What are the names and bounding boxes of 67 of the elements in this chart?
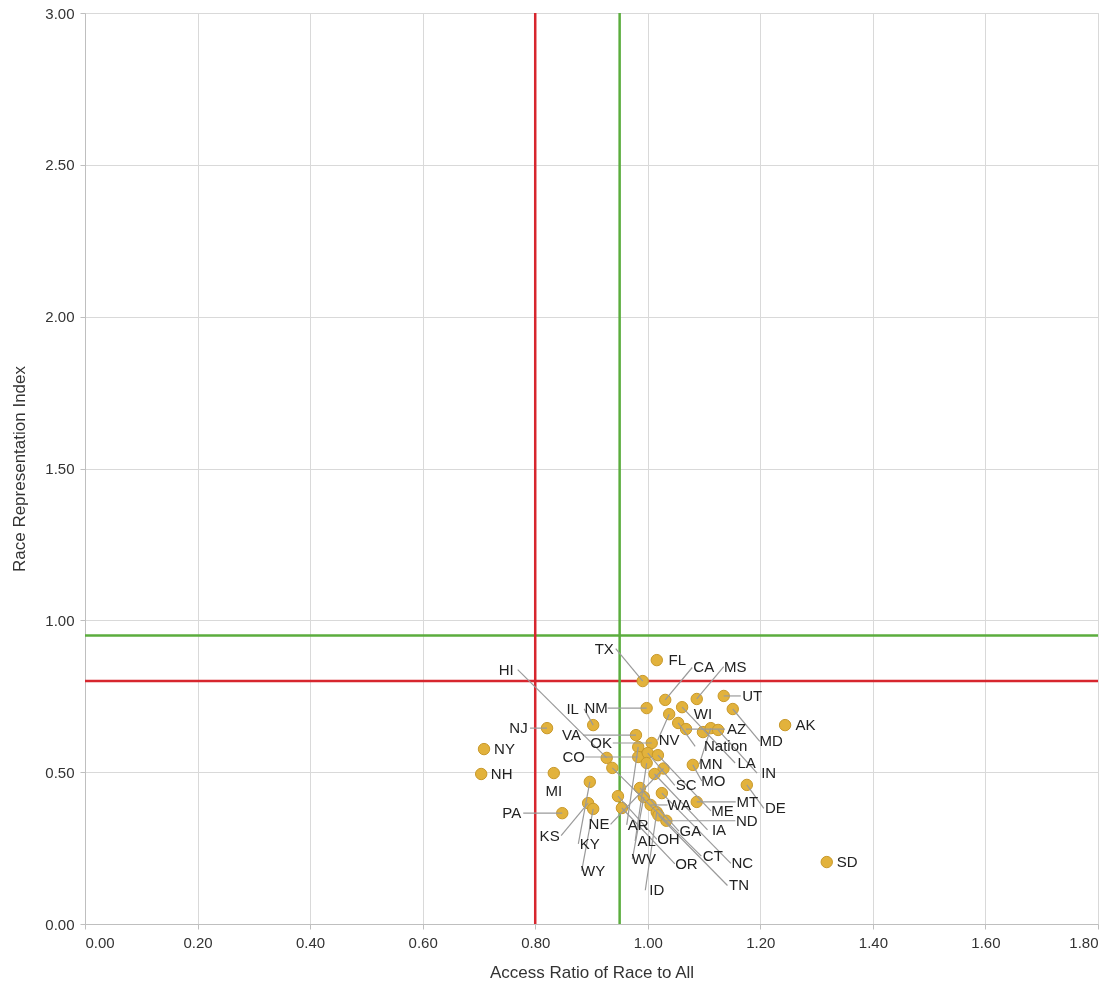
annotation: MO	[701, 772, 726, 790]
annotation: AK	[795, 716, 816, 734]
annotation: AZ	[726, 720, 747, 738]
annotation: NE	[588, 815, 610, 833]
y-tick-label: 0.00	[45, 915, 75, 933]
y-tick-label: 2.50	[45, 156, 75, 174]
annotation: TN	[728, 876, 749, 894]
annotation: AL	[637, 832, 656, 850]
annotation: TX	[594, 639, 614, 657]
annotation: NY	[494, 740, 515, 758]
annotation: NC	[731, 854, 754, 872]
annotation: IN	[761, 764, 777, 782]
annotation: OH	[657, 830, 680, 848]
x-tick-label: 1.00	[633, 933, 663, 951]
annotation: MD	[759, 732, 784, 750]
annotation: IL	[566, 699, 579, 717]
x-tick-label: 1.20	[746, 933, 776, 951]
annotation: PA	[502, 804, 522, 822]
y-tick-label: 3.00	[45, 4, 75, 22]
annotation: MT	[736, 792, 759, 810]
x-tick-label: 0.80	[521, 933, 551, 951]
annotation: NV	[658, 731, 680, 749]
annotation: NM	[584, 699, 608, 717]
y-axis-title: Race Representation Index	[10, 365, 30, 573]
x-tick-label: 1.40	[858, 933, 888, 951]
y-tick-label: 0.50	[45, 763, 75, 781]
annotation: ME	[711, 801, 734, 819]
y-tick-label: 1.00	[45, 611, 75, 629]
annotation: MI	[545, 782, 563, 800]
annotation: HI	[498, 660, 514, 678]
annotation: AR	[627, 815, 649, 833]
annotation: ID	[649, 881, 665, 899]
y-tick-label: 1.50	[45, 460, 75, 477]
annotation: OR	[675, 854, 698, 872]
annotation: NJ	[509, 719, 528, 737]
x-tick-label: 0.00	[85, 933, 115, 951]
x-tick-label: 0.60	[408, 933, 438, 951]
annotation: WA	[667, 795, 691, 813]
annotation: WY	[581, 861, 606, 879]
annotation: IA	[711, 820, 727, 838]
annotation: MN	[699, 755, 723, 773]
annotation: WI	[693, 705, 713, 723]
x-tick-label: 0.20	[183, 933, 213, 951]
annotation: KY	[579, 834, 600, 852]
annotation: MS	[723, 657, 747, 675]
x-tick-label: 0.40	[296, 933, 326, 951]
annotation: OK	[590, 734, 613, 752]
annotation: LA	[737, 753, 756, 771]
annotation: CT	[702, 847, 723, 865]
annotation: NH	[490, 764, 513, 782]
annotation: GA	[679, 822, 702, 840]
annotation: ND	[736, 811, 758, 829]
annotation: UT	[742, 686, 763, 704]
annotation: VA	[562, 726, 581, 744]
annotation: SC	[675, 776, 697, 794]
annotation: SD	[836, 853, 858, 871]
annotation: FL	[668, 651, 687, 669]
x-axis-title: Access Ratio of Race to All	[489, 962, 695, 982]
annotation: Nation	[703, 737, 748, 755]
x-tick-label: 1.80	[1069, 933, 1099, 951]
annotation: CA	[693, 658, 715, 676]
annotation: WV	[631, 850, 656, 868]
annotation: KS	[539, 826, 560, 844]
y-tick-label: 2.00	[45, 308, 75, 326]
annotation: DE	[764, 799, 786, 817]
annotation: CO	[562, 747, 585, 765]
x-tick-label: 1.60	[971, 933, 1001, 951]
